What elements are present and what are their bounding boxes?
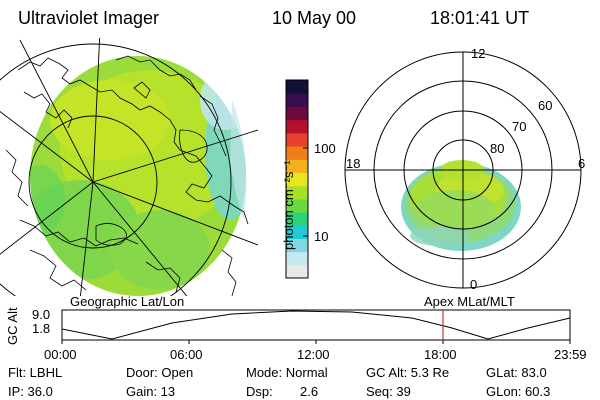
colorbar-unit-label: photon cm⁻²s⁻¹ (281, 160, 296, 250)
altitude-tick-1-8: 1.8 (32, 321, 51, 336)
colorbar-segment (286, 106, 308, 121)
time-tick-0000: 00:00 (44, 347, 77, 362)
colorbar-frame (285, 79, 309, 279)
colorbar-segment (286, 119, 308, 134)
filter-info: Flt: LBHL (8, 365, 63, 380)
mlat-label-60: 60 (538, 98, 553, 113)
seq-info: Seq: 39 (366, 384, 411, 399)
colorbar-tick-100: 100 (314, 141, 336, 156)
color-scale-bar (285, 79, 309, 279)
glon-info: GLon: 60.3 (486, 384, 551, 399)
colorbar-segment (286, 251, 308, 266)
colorbar-segment (286, 238, 308, 253)
colorbar-segment (286, 198, 308, 213)
dsp-label: Dsp: (246, 384, 273, 399)
auroral-oval-image (401, 160, 521, 251)
altitude-plot (61, 309, 571, 344)
door-info: Door: Open (126, 365, 194, 380)
colorbar-segment (286, 225, 308, 239)
colorbar-segment (286, 185, 308, 200)
polar-plot (344, 51, 582, 289)
ip-info: IP: 36.0 (8, 384, 53, 399)
time-tick-1800: 18:00 (424, 347, 457, 362)
altitude-curve (61, 310, 571, 340)
colorbar-segment (286, 159, 308, 173)
mlt-label-0: 0 (470, 277, 478, 292)
colorbar-segment (286, 212, 308, 226)
mlat-label-80: 80 (490, 141, 505, 156)
time-tick-0600: 06:00 (170, 347, 203, 362)
colorbar-segment (286, 172, 308, 187)
colorbar-segment (286, 132, 308, 147)
colorbar-tick-10: 10 (314, 229, 329, 244)
time-tick-2359: 23:59 (554, 347, 587, 362)
mlt-label-6: 6 (578, 156, 586, 171)
glat-info: GLat: 83.0 (486, 365, 547, 380)
gc-alt-info: GC Alt: 5.3 Re (366, 365, 450, 380)
mode-info: Mode: Normal (246, 365, 328, 380)
geographic-image-panel (0, 38, 258, 296)
time-tick-1200: 12:00 (297, 347, 330, 362)
graticule (0, 38, 258, 296)
left-panel-label: Geographic Lat/Lon (70, 294, 185, 309)
altitude-tick-9: 9.0 (32, 307, 51, 322)
mlt-label-18: 18 (346, 156, 361, 171)
mlt-label-12: 12 (471, 46, 486, 61)
altitude-axis-label: GC Alt (5, 307, 20, 345)
coastlines (5, 55, 249, 296)
mlat-label-70: 70 (512, 119, 527, 134)
date-label: 10 May 00 (272, 8, 357, 28)
colorbar-segment (286, 80, 308, 94)
time-label: 18:01:41 UT (430, 8, 530, 28)
colorbar-segment (286, 264, 308, 279)
right-panel-label: Apex MLat/MLT (424, 294, 515, 309)
instrument-title: Ultraviolet Imager (18, 8, 160, 28)
gain-info: Gain: 13 (126, 384, 176, 399)
colorbar-segment (286, 146, 308, 160)
colorbar-segment (286, 93, 308, 107)
dsp-value: 2.6 (300, 384, 319, 399)
